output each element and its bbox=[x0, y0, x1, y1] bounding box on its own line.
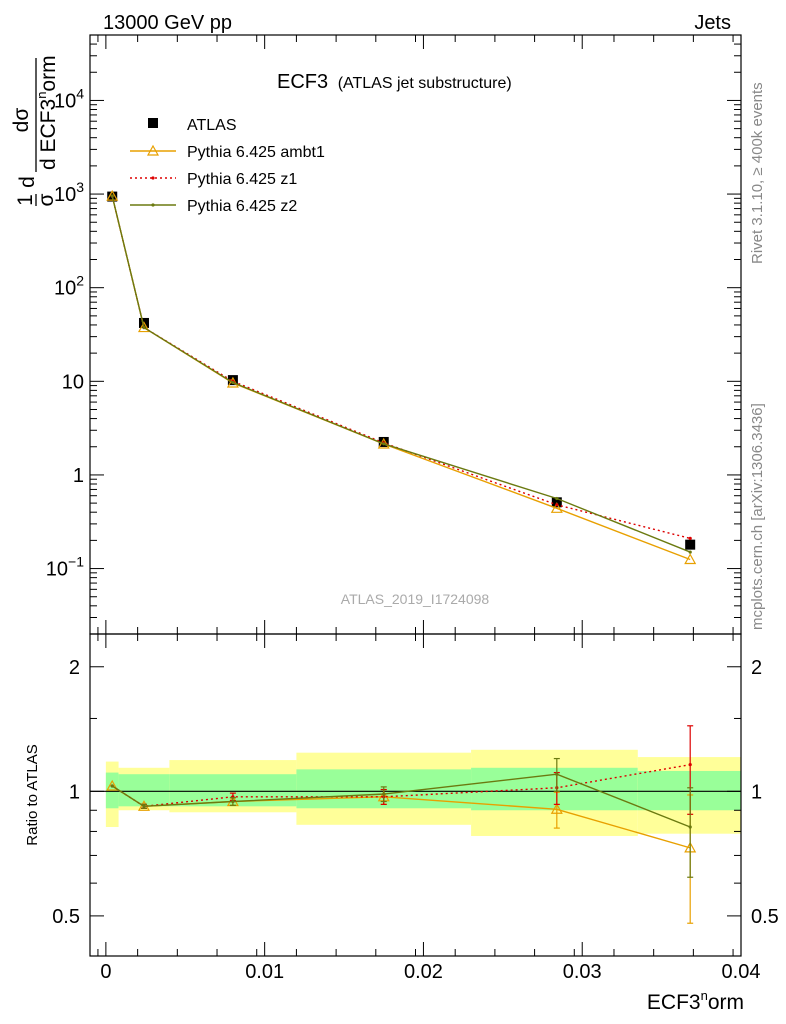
x-tick-label: 0.01 bbox=[245, 961, 284, 983]
mc-point bbox=[555, 496, 559, 501]
main-panel-content bbox=[106, 189, 697, 565]
legend-marker bbox=[146, 144, 160, 156]
ratio-bands bbox=[105, 749, 741, 836]
ratio-point bbox=[382, 792, 386, 796]
legend-marker bbox=[151, 203, 155, 207]
ratio-point-ambt1 bbox=[550, 803, 563, 814]
ratio-band-inner bbox=[637, 770, 741, 811]
mc-point-ambt1 bbox=[684, 553, 697, 565]
series-line bbox=[111, 195, 691, 553]
rivet-label: Rivet 3.1.10, ≥ 400k events bbox=[749, 82, 766, 264]
ratio-tick-label-right: 1 bbox=[751, 781, 762, 803]
mc-point-ambt1 bbox=[137, 321, 151, 333]
mc-point bbox=[382, 442, 386, 446]
mc-point bbox=[555, 503, 559, 507]
series-line bbox=[111, 195, 691, 561]
ratio-tick-label: 2 bbox=[69, 657, 80, 679]
ratio-point bbox=[142, 804, 146, 808]
x-tick-label: 0.03 bbox=[563, 961, 602, 983]
ylabel-frac1-d: d bbox=[16, 176, 39, 188]
mc-point bbox=[688, 536, 692, 540]
header-right: Jets bbox=[694, 12, 731, 34]
legend-label: Pythia 6.425 z2 bbox=[187, 198, 297, 215]
mc-point bbox=[231, 380, 235, 385]
plot-title-main: ECF3 bbox=[277, 71, 328, 93]
plot-title-sub: (ATLAS jet substructure) bbox=[338, 75, 512, 92]
mcplots-label: mcplots.cern.ch [arXiv:1306.3436] bbox=[749, 403, 766, 630]
ratio-point-ambt1 bbox=[106, 779, 119, 791]
legend: ATLAS Pythia 6.425 ambt1 Pythia 6.425 z1 Py… bbox=[130, 117, 325, 215]
ratio-point bbox=[110, 784, 114, 788]
y-tick-label: 10 bbox=[62, 371, 84, 393]
mc-point-ambt1 bbox=[106, 189, 119, 201]
ratio-panel-content bbox=[90, 725, 741, 924]
ratio-tick-label-right: 2 bbox=[751, 657, 762, 679]
ylabel-frac1-den: σ bbox=[35, 193, 58, 206]
legend-marker-atlas bbox=[148, 118, 158, 128]
ratio-point bbox=[688, 825, 692, 829]
x-axis-label: ECF3norm bbox=[647, 988, 744, 1014]
ratio-point bbox=[688, 763, 692, 767]
ylabel-frac2-den: d ECF3norm bbox=[34, 55, 60, 170]
series-line bbox=[111, 195, 691, 540]
legend-label: ATLAS bbox=[187, 117, 237, 134]
y-tick-label: 104 bbox=[54, 85, 84, 112]
ylabel-frac2-num: dσ bbox=[10, 108, 33, 133]
axes-ticks: 10−1 1 10 102 103 104 0.5 0.5 1 1 2 2 0 0.01 0.02 0.03 0… bbox=[46, 34, 779, 983]
mc-point-ambt1 bbox=[550, 502, 563, 513]
y-tick-label: 103 bbox=[54, 179, 84, 206]
y-tick-label: 102 bbox=[54, 273, 84, 300]
ratio-point bbox=[231, 799, 235, 804]
x-tick-label: 0.02 bbox=[404, 961, 443, 983]
y-tick-label: 10−1 bbox=[46, 554, 84, 581]
ratio-tick-label: 0.5 bbox=[52, 906, 80, 928]
ratio-ylabel: Ratio to ATLAS bbox=[24, 744, 41, 845]
y-axis-label: 1 σ d dσ d ECF3norm bbox=[10, 55, 60, 206]
x-tick-label: 0 bbox=[100, 961, 111, 983]
y-tick-label: 1 bbox=[73, 465, 84, 487]
ratio-tick-label: 1 bbox=[69, 781, 80, 803]
mc-point bbox=[142, 325, 146, 330]
plot-title: ECF3 (ATLAS jet substructure) bbox=[277, 71, 512, 93]
ratio-tick-label-right: 0.5 bbox=[751, 906, 779, 928]
ratio-point bbox=[555, 772, 559, 776]
legend-label: Pythia 6.425 ambt1 bbox=[187, 144, 325, 161]
legend-label: Pythia 6.425 z1 bbox=[187, 171, 297, 188]
header-left: 13000 GeV pp bbox=[103, 12, 232, 34]
ylabel-frac1-num: 1 bbox=[14, 194, 37, 206]
analysis-id: ATLAS_2019_I1724098 bbox=[341, 591, 490, 607]
x-tick-label: 0.04 bbox=[722, 961, 761, 983]
legend-marker bbox=[151, 176, 155, 180]
mc-point bbox=[110, 194, 114, 198]
mc-point bbox=[688, 550, 692, 554]
data-point-atlas bbox=[685, 539, 696, 550]
ratio-series-line bbox=[111, 773, 691, 828]
